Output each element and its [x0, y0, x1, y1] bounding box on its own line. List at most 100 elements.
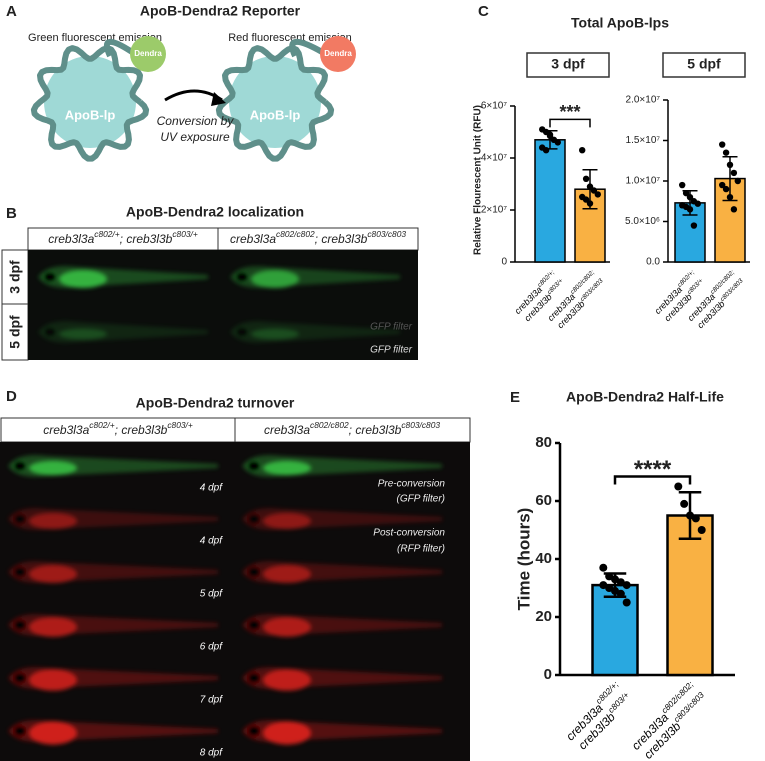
data-point [586, 200, 594, 207]
larva [242, 720, 442, 745]
larva-yolk [251, 328, 299, 340]
larva-yolk [29, 565, 77, 583]
significance-label: **** [634, 456, 672, 483]
genotype-superscript: c802/+ [94, 229, 119, 239]
data-point [586, 183, 594, 190]
linker [289, 39, 324, 58]
chart-title: ApoB-Dendra2 Half-Life [566, 389, 724, 405]
y-tick-label: 80 [535, 434, 552, 451]
larva-yolk [263, 565, 311, 583]
larva-yolk [263, 617, 311, 637]
data-point [682, 189, 690, 197]
larva-eye [247, 460, 261, 472]
larva-yolk [59, 328, 107, 340]
genotype-superscript: c803/+ [167, 420, 192, 430]
panel-label: D [6, 388, 17, 405]
filter-note: (RFP filter) [397, 544, 445, 555]
larva [242, 614, 442, 637]
y-tick-label: 0 [544, 666, 552, 683]
larva-yolk [29, 669, 77, 691]
micrograph [0, 442, 470, 761]
data-point [622, 598, 631, 607]
data-point [730, 169, 738, 177]
data-point [594, 191, 601, 198]
genotype-superscript: c803/+ [172, 229, 197, 239]
caption: Red fluorescent emission [228, 32, 352, 44]
apob-particle [44, 56, 136, 148]
larva-yolk [29, 721, 77, 745]
tag-label: Dendra [324, 49, 352, 58]
data-point [722, 185, 730, 193]
y-tick-label: 40 [535, 550, 552, 567]
chart-title: 3 dpf [551, 56, 585, 72]
larva-eye [247, 672, 261, 684]
chart-title-box [526, 52, 610, 78]
protein-label: ApoB-lp [65, 107, 116, 122]
genotype-label: creb3l3ac802/+;creb3l3bc803/+ [563, 679, 631, 753]
y-axis-title: Relative Flourescent Unit (RFU) [473, 105, 484, 255]
panel-label: B [6, 205, 17, 222]
genotype-name: ; creb3l3b [115, 423, 168, 437]
larva [8, 614, 218, 637]
larva-yolk [263, 512, 311, 530]
genotype-label: creb3l3ac802/c802;creb3l3bc803/c803 [686, 269, 745, 331]
genotype-superscript: c803/c803 [367, 229, 406, 239]
genotype-name: ; creb3l3b [120, 232, 173, 246]
protein-label: ApoB-lp [250, 107, 301, 122]
y-tick-label: 20 [535, 608, 552, 625]
chart-title: 5 dpf [687, 56, 721, 72]
data-point [722, 149, 730, 156]
genotype-label: creb3l3ac802/c802;creb3l3bc803/c803 [629, 679, 706, 761]
larva-eye [43, 271, 57, 283]
apob-chain [30, 45, 150, 162]
panel-label: C [478, 3, 489, 20]
significance-label: *** [559, 102, 580, 122]
larva [242, 508, 442, 530]
larva-eye [13, 566, 27, 578]
genotype-superscript: c803/c803 [401, 420, 440, 430]
caption: Conversion by [157, 114, 235, 128]
larva-eye [247, 725, 261, 737]
panel-label: A [6, 3, 17, 20]
bar [666, 514, 714, 677]
data-point [542, 147, 550, 154]
data-point [674, 482, 683, 491]
age-label: 5 dpf [200, 589, 223, 600]
data-point [582, 175, 590, 182]
bar [534, 139, 566, 263]
age-label: 4 dpf [200, 483, 223, 494]
apob-particle [229, 56, 321, 148]
data-point [719, 141, 726, 148]
caption: UV exposure [160, 130, 230, 144]
data-point [546, 131, 554, 138]
bar [591, 583, 639, 677]
data-point [691, 514, 700, 523]
significance-bracket [549, 118, 591, 128]
larva [242, 667, 442, 691]
larva-yolk [29, 617, 77, 637]
larva [242, 561, 442, 583]
larva-yolk [263, 460, 311, 476]
age-label: 6 dpf [200, 642, 223, 653]
y-axis-title: Time (hours) [514, 508, 533, 611]
y-tick-label: 2.0×10⁷ [626, 95, 661, 106]
y-tick-label: 60 [535, 492, 552, 509]
chart-title-box [662, 52, 746, 78]
panel-label: E [510, 389, 520, 406]
data-point [726, 194, 734, 201]
larva-yolk [263, 721, 311, 745]
y-tick-label: 5.0×10⁶ [625, 216, 660, 227]
data-point [616, 589, 625, 598]
panel-title: ApoB-Dendra2 localization [126, 204, 304, 220]
age-label: 7 dpf [200, 695, 223, 706]
larva [8, 667, 218, 691]
larva-eye [13, 619, 27, 631]
larva-yolk [59, 270, 107, 288]
data-point [582, 196, 590, 203]
chart: 5 dpf 0.0 5.0×10⁶ 1.0×10⁷ 1.5×10⁷ 2.0×10⁷ creb… [625, 52, 750, 331]
filter-note: GFP filter [370, 345, 413, 356]
larva-eye [43, 326, 57, 338]
chart: ApoB-Dendra2 Half-Life Time (hours) 0 20 40 6… [514, 389, 735, 761]
genotype-name: creb3l3a [230, 232, 276, 246]
